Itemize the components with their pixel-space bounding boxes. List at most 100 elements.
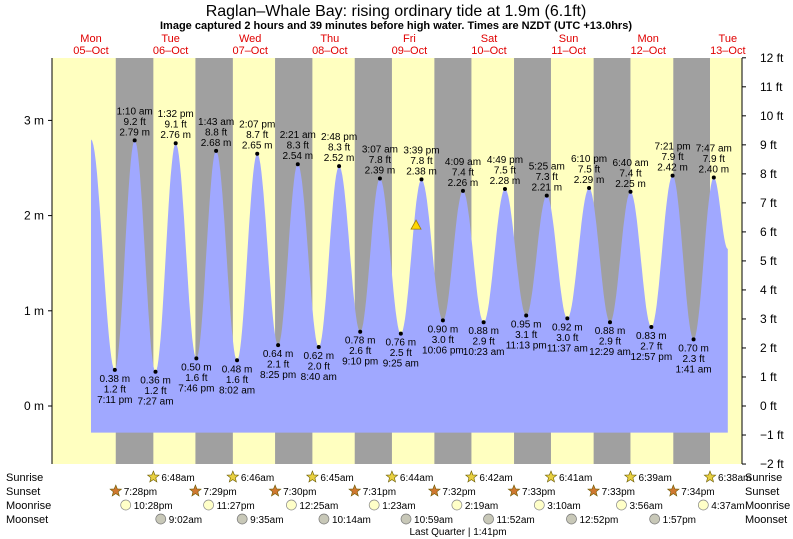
- right-tick-label: −2 ft: [760, 457, 784, 471]
- day-name-label: Thu: [320, 33, 339, 45]
- low-tide-point: [398, 331, 403, 336]
- row-label-sunset-left: Sunset: [6, 486, 40, 498]
- moonrise-icon: [286, 499, 297, 511]
- axes: 0 m 1 m 2 m 3 m −2 ft −1 ft 0 ft 1 ft 2 ft 3 ft 4 …: [24, 51, 784, 471]
- low-tide-label: 1.2 ft: [104, 384, 126, 395]
- sunset-icon: [427, 484, 441, 497]
- low-tide-label: 7:27 am: [137, 397, 173, 408]
- sunrise-time: 6:41am: [559, 473, 592, 484]
- right-tick-label: 6 ft: [760, 225, 777, 239]
- low-tide-point: [691, 337, 696, 342]
- sunset-icon: [268, 484, 282, 497]
- low-tide-point: [316, 344, 321, 349]
- moonrise-icon: [697, 499, 709, 511]
- high-tide-label: 2:48 pm: [321, 132, 357, 143]
- sunset-icon: [188, 484, 202, 497]
- sunset-time: 7:31pm: [363, 487, 396, 498]
- current-tide-triangle: [410, 219, 422, 230]
- moonset-time: 1:57pm: [663, 515, 696, 526]
- day-name-label: Mon: [80, 33, 101, 45]
- row-label-moonrise-right: Moonrise: [745, 500, 790, 512]
- moonrise-time: 3:56am: [629, 501, 662, 512]
- right-tick-label: 3 ft: [760, 312, 777, 326]
- high-tide-point: [377, 176, 382, 181]
- left-tick-label: 3 m: [24, 113, 44, 127]
- high-tide-label: 2.38 m: [406, 166, 437, 177]
- low-tide-label: 2.5 ft: [390, 348, 412, 359]
- high-tide-point: [670, 173, 675, 178]
- moonset-icon: [649, 513, 661, 525]
- day-date-label: 08–Oct: [312, 45, 347, 57]
- sunrise-time: 6:42am: [479, 473, 512, 484]
- low-tide-label: 10:06 pm: [422, 345, 464, 356]
- high-tide-label: 5:25 am: [529, 162, 565, 173]
- low-tide-label: 0.88 m: [468, 326, 499, 337]
- day-date-label: 09–Oct: [392, 45, 427, 57]
- low-tide-label: 2.9 ft: [599, 337, 621, 348]
- low-tide-point: [235, 358, 240, 363]
- low-tide-label: 8:40 am: [301, 372, 337, 383]
- sunrise-time: 6:38am: [718, 473, 751, 484]
- high-tide-label: 2.76 m: [160, 130, 191, 141]
- day-date-label: 07–Oct: [232, 45, 267, 57]
- low-tide-point: [565, 316, 570, 321]
- day-date-label: 12–Oct: [630, 45, 665, 57]
- sunset-icon: [109, 484, 123, 497]
- high-tide-label: 4:49 pm: [487, 155, 523, 166]
- high-tide-label: 7.5 ft: [578, 164, 600, 175]
- high-tide-label: 7:47 am: [696, 144, 732, 155]
- low-tide-label: 7:11 pm: [97, 395, 132, 406]
- high-tide-label: 2.54 m: [283, 151, 314, 162]
- sunset-time: 7:34pm: [681, 487, 714, 498]
- low-tide-label: 1.6 ft: [185, 373, 207, 384]
- sunrise-time: 6:46am: [241, 473, 274, 484]
- right-tick-label: 9 ft: [760, 138, 777, 152]
- sunset-time: 7:33pm: [602, 487, 635, 498]
- high-tide-point: [711, 175, 716, 180]
- high-tide-label: 3:07 am: [362, 144, 398, 155]
- high-tide-label: 2:07 pm: [239, 120, 275, 131]
- moonrise-icon: [203, 499, 214, 511]
- right-tick-label: 0 ft: [760, 399, 777, 413]
- moonrise-time: 1:23am: [382, 501, 415, 512]
- high-tide-label: 8.8 ft: [205, 127, 227, 138]
- left-tick-label: 0 m: [24, 399, 44, 413]
- moonset-time: 11:52am: [497, 515, 535, 526]
- low-tide-point: [608, 320, 613, 325]
- sunrise-icon: [226, 470, 240, 483]
- low-tide-label: 9:25 am: [383, 359, 419, 370]
- high-tide-label: 2.68 m: [201, 138, 232, 149]
- row-label-sunrise-left: Sunrise: [6, 472, 43, 484]
- high-tide-label: 2.65 m: [242, 141, 273, 152]
- low-tide-label: 8:02 am: [219, 385, 255, 396]
- high-tide-label: 3:39 pm: [403, 145, 439, 156]
- moonrise-icon: [368, 499, 380, 511]
- low-tide-label: 2.1 ft: [267, 360, 289, 371]
- low-tide-label: 0.36 m: [140, 376, 171, 387]
- sunset-time: 7:30pm: [283, 487, 316, 498]
- low-tide-point: [153, 369, 158, 374]
- sunrise-time: 6:45am: [320, 473, 353, 484]
- low-tide-label: 0.90 m: [428, 324, 459, 335]
- moonset-icon: [400, 513, 412, 525]
- high-tide-point: [337, 164, 342, 169]
- low-tide-label: 10:23 am: [463, 347, 505, 358]
- high-tide-label: 2.40 m: [699, 165, 730, 176]
- high-tide-label: 7.8 ft: [369, 155, 391, 166]
- low-tide-label: 11:13 pm: [506, 341, 547, 352]
- moonset-icon: [236, 513, 248, 525]
- sunrise-icon: [305, 470, 319, 483]
- low-tide-label: 0.70 m: [678, 343, 709, 354]
- day-name-label: Fri: [403, 33, 416, 45]
- sunrise-time: 6:48am: [161, 473, 194, 484]
- low-tide-label: 12:29 am: [589, 347, 631, 358]
- low-tide-label: 1.6 ft: [226, 375, 248, 386]
- high-tide-label: 2.21 m: [531, 183, 562, 194]
- sunrise-icon: [464, 470, 478, 483]
- day-name-label: Sat: [481, 33, 498, 45]
- high-tide-label: 2.26 m: [448, 178, 479, 189]
- sunrise-icon: [385, 470, 399, 483]
- high-tide-point: [628, 189, 633, 194]
- low-tide-label: 0.64 m: [263, 349, 294, 360]
- moonset-icon: [155, 513, 167, 525]
